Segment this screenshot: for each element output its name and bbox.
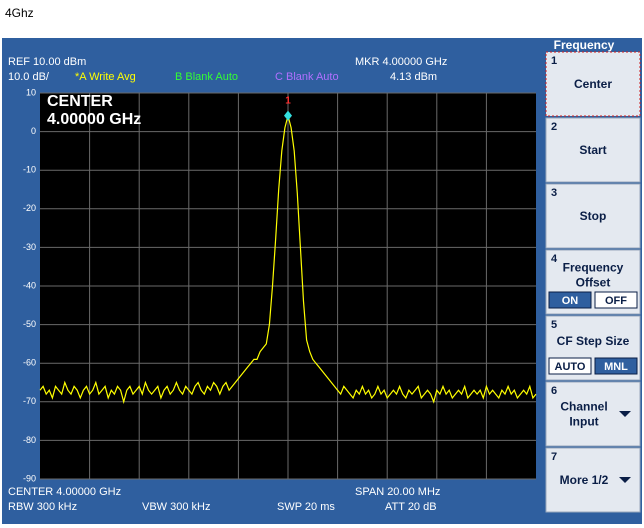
option-label: OFF	[605, 295, 627, 307]
trace-a: *A Write Avg	[75, 71, 136, 83]
y-tick-label: -20	[23, 203, 36, 213]
scale: 10.0 dB/	[8, 71, 50, 83]
option-label: MNL	[604, 361, 628, 373]
softkey-label: Center	[574, 77, 612, 91]
y-tick-label: 10	[26, 87, 36, 97]
softkey-label: Offset	[576, 276, 611, 290]
softkey-label: Channel	[560, 400, 607, 414]
softkey-number: 7	[551, 451, 557, 463]
option-label: ON	[562, 295, 579, 307]
marker	[284, 110, 292, 121]
softkey-label: Frequency	[563, 261, 624, 275]
softkey-label: Input	[569, 415, 598, 429]
y-tick-label: -50	[23, 319, 36, 329]
rbw: RBW 300 kHz	[8, 501, 77, 513]
span: SPAN 20.00 MHz	[355, 486, 440, 498]
option-box[interactable]	[548, 291, 592, 309]
y-tick-label: -90	[23, 473, 36, 483]
softkey[interactable]	[545, 51, 641, 117]
vbw: VBW 300 kHz	[142, 501, 210, 513]
option-label: AUTO	[555, 361, 586, 373]
marker-level: 4.13 dBm	[390, 71, 437, 83]
softkey-number: 1	[551, 55, 557, 67]
softkey-label: More 1/2	[560, 473, 609, 487]
softkey-title: Frequency	[554, 38, 615, 52]
attenuation: ATT 20 dB	[385, 501, 437, 513]
option-box[interactable]	[548, 357, 592, 375]
sweep: SWP 20 ms	[277, 501, 335, 513]
softkey-number: 5	[551, 319, 557, 331]
y-tick-label: -30	[23, 242, 36, 252]
softkey-number: 6	[551, 385, 557, 397]
softkey[interactable]	[545, 381, 641, 447]
softkey-number: 2	[551, 121, 557, 133]
y-tick-label: -40	[23, 280, 36, 290]
y-tick-label: -70	[23, 396, 36, 406]
ref-level: REF 10.00 dBm	[8, 56, 86, 68]
submenu-arrow	[619, 411, 631, 417]
softkey[interactable]	[545, 183, 641, 249]
softkey-number: 3	[551, 187, 557, 199]
page-title: 4Ghz	[5, 6, 34, 20]
y-tick-label: -60	[23, 358, 36, 368]
softkey[interactable]	[545, 117, 641, 183]
y-tick-label: -10	[23, 165, 36, 175]
marker-frequency: MKR 4.00000 GHz	[355, 56, 447, 68]
center-annotation: CENTER	[47, 93, 113, 110]
marker-label: 1	[285, 95, 291, 106]
softkey-label: Stop	[580, 209, 607, 223]
y-tick-label: 0	[31, 126, 36, 136]
trace-c: C Blank Auto	[275, 71, 339, 83]
softkey-label: Start	[579, 143, 606, 157]
softkey-number: 4	[551, 253, 558, 265]
center-frequency: CENTER 4.00000 GHz	[8, 486, 121, 498]
option-box[interactable]	[594, 357, 638, 375]
trace-b: B Blank Auto	[175, 71, 238, 83]
center-annotation: 4.00000 GHz	[47, 111, 141, 128]
y-tick-label: -80	[23, 435, 36, 445]
submenu-arrow	[619, 477, 631, 483]
option-box[interactable]	[594, 291, 638, 309]
softkey-label: CF Step Size	[557, 334, 630, 348]
